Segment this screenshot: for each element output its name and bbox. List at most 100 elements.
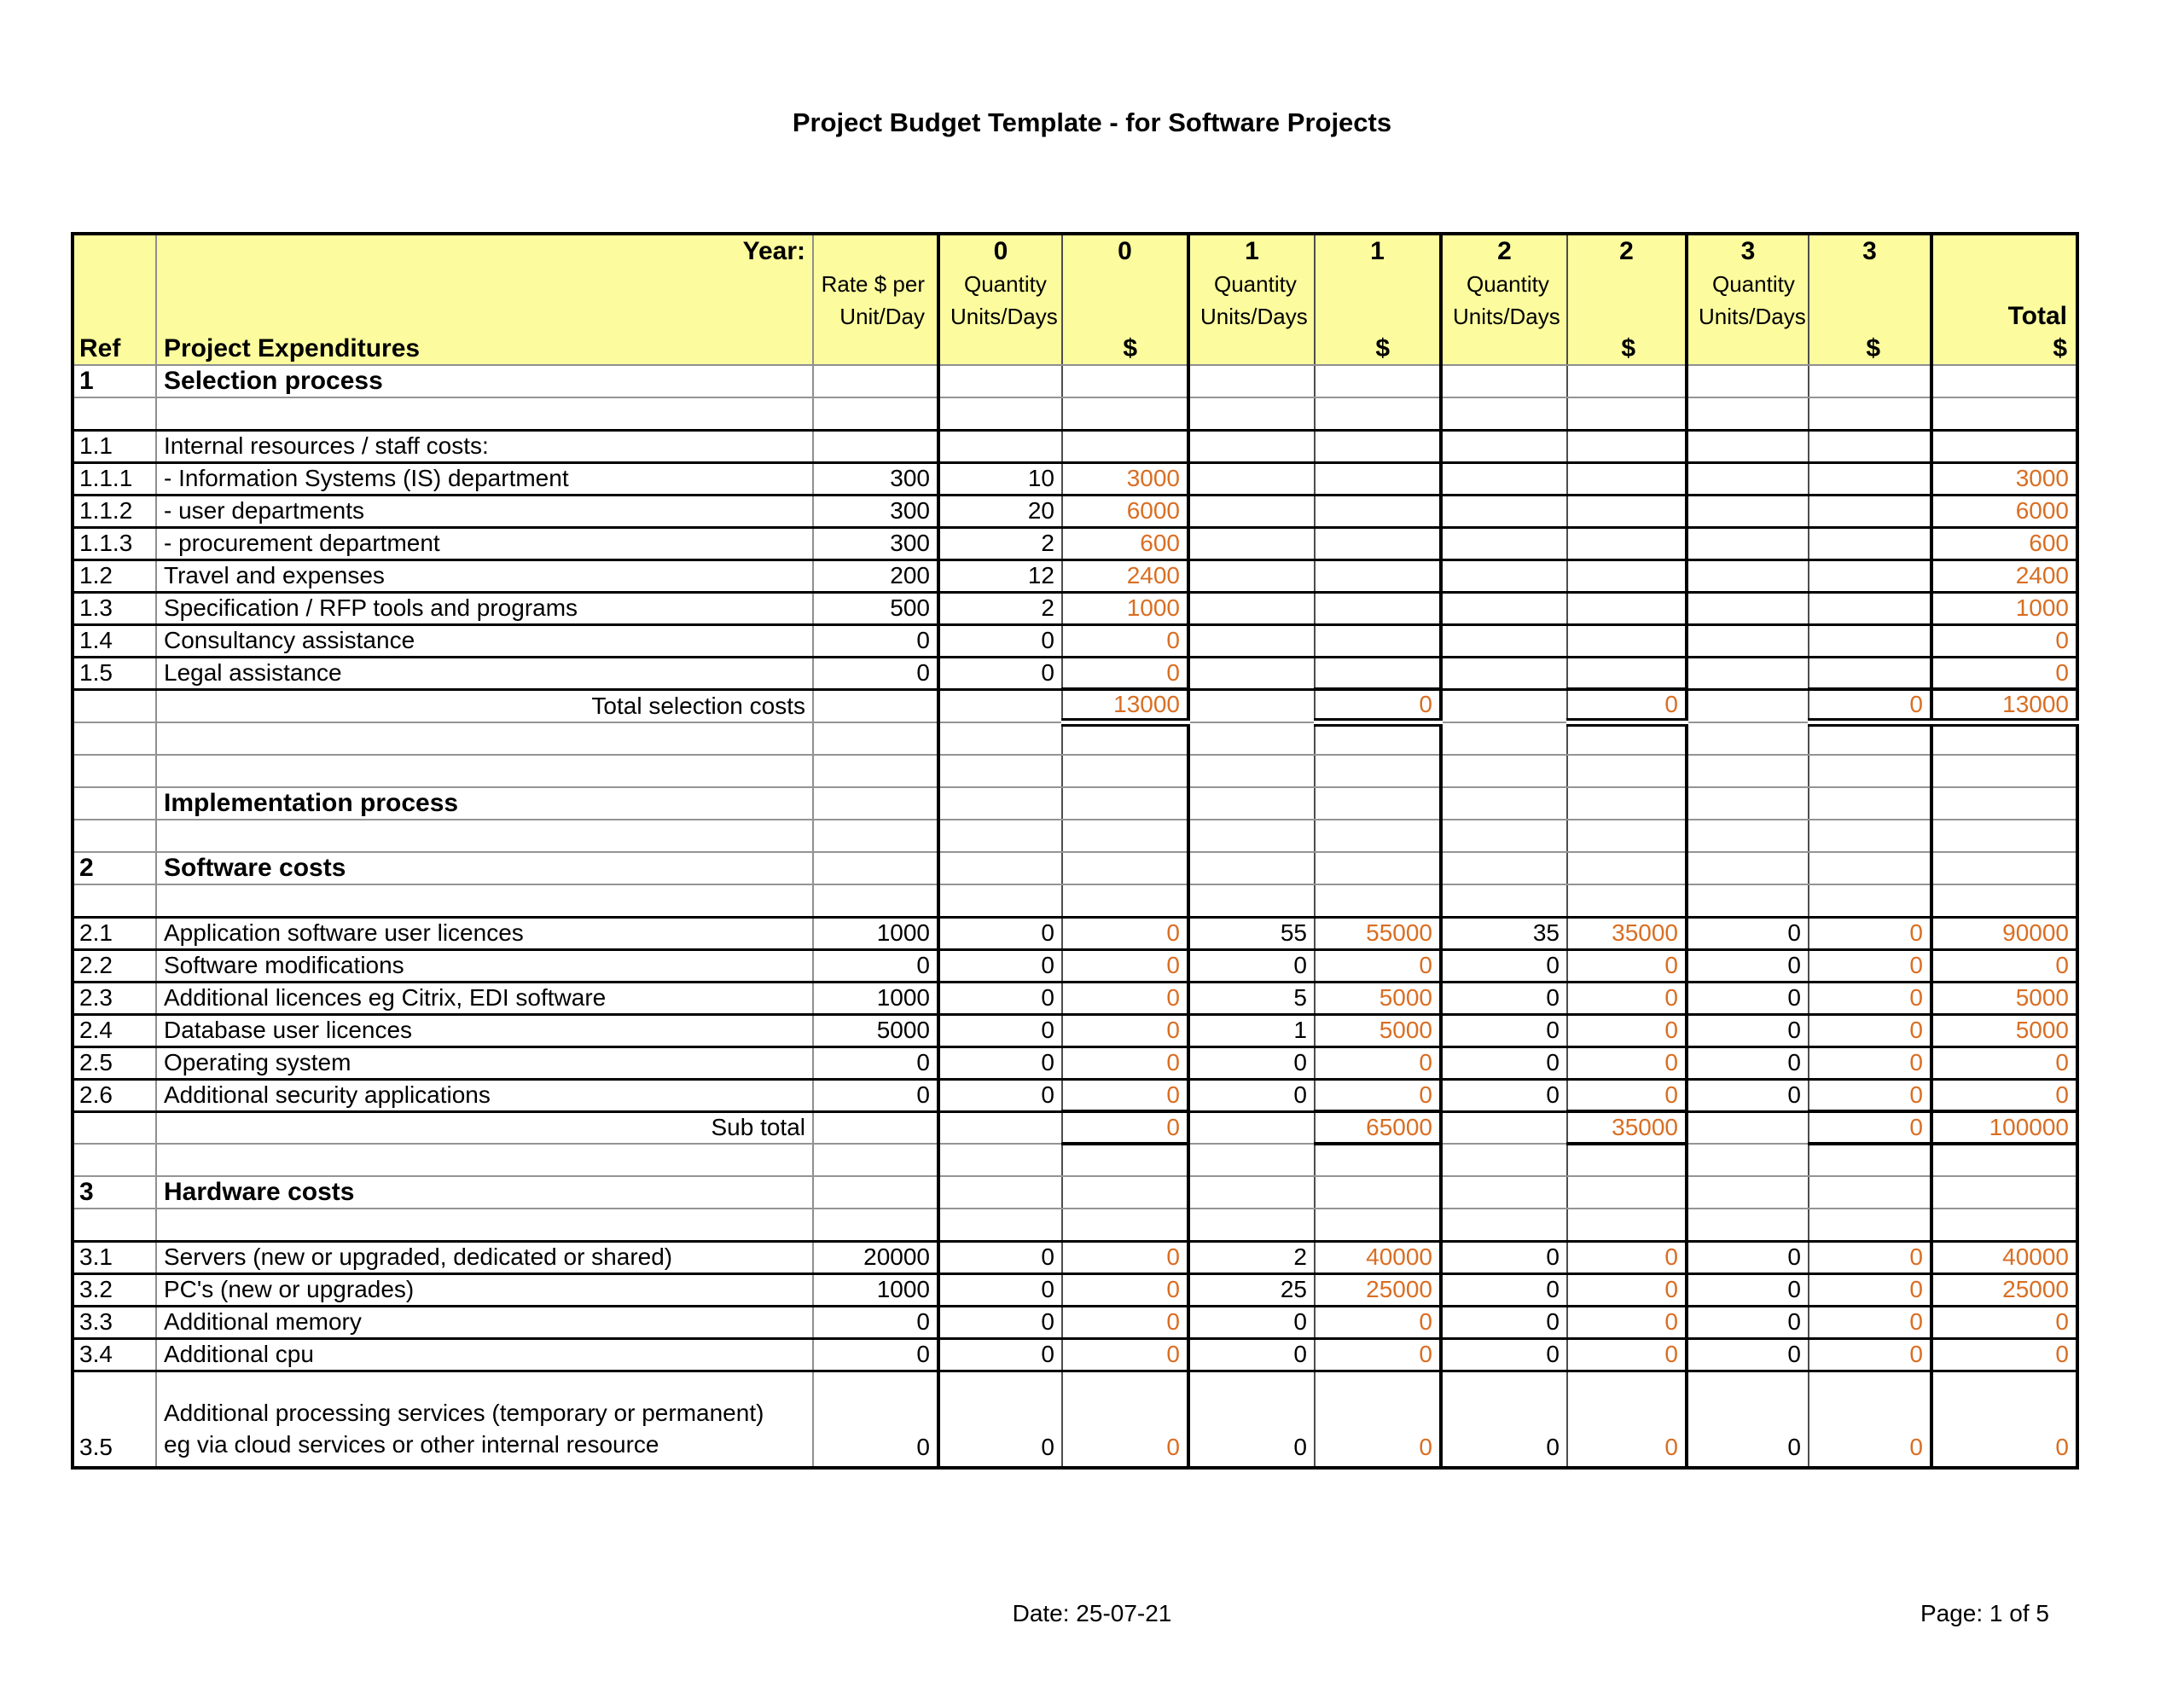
cell-ref: 1.4 <box>73 623 156 658</box>
cell-desc: - user departments <box>155 493 813 529</box>
cell-desc: Travel and expenses <box>155 558 813 594</box>
cell-desc: Additional licences eg Citrix, EDI softw… <box>155 980 813 1016</box>
table-row: 1.1 Internal resources / staff costs: <box>73 428 2077 464</box>
header-cell-blank <box>1566 268 1687 300</box>
cell-d3 <box>1808 365 1931 398</box>
footer-date: Date: 25-07-21 <box>1012 1600 1172 1626</box>
dollar-label: $ <box>1314 333 1441 366</box>
cell-ref <box>73 1144 156 1177</box>
cell-d3: 0 <box>1808 1239 1931 1275</box>
cell-d0 <box>1061 428 1188 464</box>
cell-total <box>1930 1209 2077 1242</box>
cell-rate <box>812 1209 938 1242</box>
cell-q1: 0 <box>1187 1369 1315 1470</box>
header-cell-blank <box>1439 333 1567 366</box>
cell-q1 <box>1187 787 1315 820</box>
cell-ref: 1.1.1 <box>73 461 156 496</box>
cell-d2: 0 <box>1566 1012 1687 1048</box>
cell-rate <box>812 787 938 820</box>
cell-total: 5000 <box>1930 980 2077 1016</box>
year-0-qty-header: 0 <box>937 234 1062 268</box>
cell-total <box>1930 787 2077 820</box>
cell-q1 <box>1187 1144 1315 1177</box>
cell-total: 0 <box>1930 1077 2077 1113</box>
cell-q0: 0 <box>937 1336 1062 1372</box>
cell-q0 <box>937 722 1062 756</box>
header-row-years: Year: 0 0 1 1 2 2 3 3 <box>73 234 2077 268</box>
cell-q0: 0 <box>937 948 1062 983</box>
cell-total <box>1930 1144 2077 1177</box>
cell-d0: 0 <box>1061 1045 1188 1081</box>
cell-d1: 0 <box>1314 1336 1441 1372</box>
cell-q3: 0 <box>1685 1369 1809 1470</box>
cell-q2 <box>1439 852 1567 885</box>
cell-d1 <box>1314 365 1441 398</box>
cell-d2 <box>1566 493 1687 529</box>
cell-d2: 0 <box>1566 1077 1687 1113</box>
year-3-qty-header: 3 <box>1685 234 1809 268</box>
cell-d1 <box>1314 428 1441 464</box>
cell-d2: 0 <box>1566 980 1687 1016</box>
cell-q3: 0 <box>1685 1012 1809 1048</box>
cell-q0: 0 <box>937 1077 1062 1113</box>
header-cell-blank <box>1061 300 1188 333</box>
cell-q0: 0 <box>937 1272 1062 1307</box>
cell-d0: 0 <box>1061 915 1188 951</box>
cell-rate: 1000 <box>812 980 938 1016</box>
cell-d3 <box>1808 461 1931 496</box>
cell-total: 3000 <box>1930 461 2077 496</box>
table-row: 3.4 Additional cpu 0 0 0 0 0 0 0 0 0 0 <box>73 1336 2077 1372</box>
cell-q1 <box>1187 365 1315 398</box>
cell-q0 <box>937 852 1062 885</box>
header-cell-blank <box>1808 300 1931 333</box>
cell-d2 <box>1566 428 1687 464</box>
units-days-label: Units/Days <box>937 300 1062 333</box>
cell-desc <box>155 1144 813 1177</box>
cell-d2 <box>1566 852 1687 885</box>
cell-q3 <box>1685 590 1809 626</box>
cell-q2 <box>1439 623 1567 658</box>
cell-q2: 35 <box>1439 915 1567 951</box>
cell-ref <box>73 884 156 918</box>
cell-rate: 0 <box>812 1304 938 1340</box>
cell-d0: 13000 <box>1061 687 1188 727</box>
cell-ref: 3.5 <box>73 1369 156 1470</box>
cell-d3: 0 <box>1808 687 1931 727</box>
cell-ref <box>73 1209 156 1242</box>
cell-d3 <box>1808 884 1931 918</box>
header-cell-blank <box>1061 268 1188 300</box>
cell-ref: 2.5 <box>73 1045 156 1081</box>
cell-d1: 0 <box>1314 1304 1441 1340</box>
cell-d0: 0 <box>1061 655 1188 691</box>
cell-q3 <box>1685 655 1809 691</box>
cell-q2 <box>1439 493 1567 529</box>
cell-q0 <box>937 397 1062 431</box>
cell-ref: 1.1 <box>73 428 156 464</box>
cell-q1 <box>1187 755 1315 788</box>
quantity-label: Quantity <box>1685 268 1809 300</box>
cell-rate <box>812 1144 938 1177</box>
units-days-label: Units/Days <box>1439 300 1567 333</box>
cell-d3 <box>1808 755 1931 788</box>
cell-d3: 0 <box>1808 1272 1931 1307</box>
table-row <box>73 397 2077 431</box>
cell-q1 <box>1187 1111 1315 1145</box>
cell-ref: 2.6 <box>73 1077 156 1113</box>
cell-d2 <box>1566 365 1687 398</box>
cell-q3 <box>1685 689 1809 723</box>
year-2-amt-header: 2 <box>1566 234 1687 268</box>
table-row: 3.1 Servers (new or upgraded, dedicated o… <box>73 1239 2077 1275</box>
cell-q1 <box>1187 525 1315 561</box>
cell-total: 0 <box>1930 1045 2077 1081</box>
header-row-quantity: Rate $ per Quantity Quantity Quantity Qu… <box>73 268 2077 300</box>
cell-desc: Additional memory <box>155 1304 813 1340</box>
table-row: 1.1.2- user departments 300 20 6000 6000 <box>73 493 2077 529</box>
cell-d1: 0 <box>1314 948 1441 983</box>
cell-q3 <box>1685 365 1809 398</box>
cell-d1: 0 <box>1314 687 1441 727</box>
header-cell-blank <box>1187 333 1315 366</box>
cell-q3: 0 <box>1685 1304 1809 1340</box>
cell-ref <box>73 397 156 431</box>
cell-q2 <box>1439 1111 1567 1145</box>
cell-q2 <box>1439 428 1567 464</box>
